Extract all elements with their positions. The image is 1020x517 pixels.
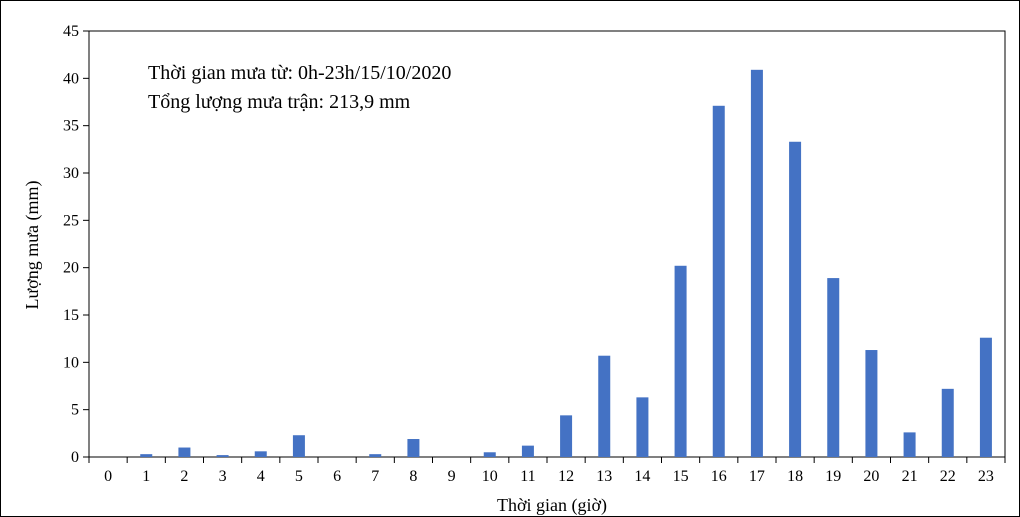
bar-hour-16: [712, 105, 725, 457]
bar-hour-22: [941, 388, 954, 457]
x-tick-label: 15: [673, 468, 689, 485]
bar-hour-7: [369, 454, 382, 457]
x-axis-label: Thời gian (giờ): [497, 495, 607, 516]
y-tick-label: 20: [63, 260, 79, 277]
y-tick-label: 15: [63, 307, 79, 324]
bar-hour-4: [254, 451, 267, 457]
x-tick-label: 2: [180, 468, 188, 485]
bar-hour-20: [865, 350, 878, 457]
y-tick-label: 40: [63, 70, 79, 87]
x-tick-label: 8: [409, 468, 417, 485]
bar-hour-2: [178, 447, 191, 457]
x-tick-label: 14: [634, 468, 650, 485]
y-tick-label: 30: [63, 165, 79, 182]
x-tick-label: 17: [749, 468, 765, 485]
x-tick-label: 13: [596, 468, 612, 485]
bar-hour-13: [598, 355, 611, 457]
y-tick-label: 5: [71, 402, 79, 419]
annotation-total: Tổng lượng mưa trận: 213,9 mm: [148, 91, 411, 113]
x-tick-label: 4: [257, 468, 265, 485]
y-tick-label: 25: [63, 212, 79, 229]
x-tick-label: 16: [711, 468, 727, 485]
bar-hour-10: [483, 452, 496, 457]
bar-hour-19: [827, 278, 840, 457]
x-tick-label: 3: [219, 468, 227, 485]
bar-hour-17: [750, 69, 763, 458]
x-tick-label: 7: [371, 468, 379, 485]
bars-group: [140, 69, 992, 458]
y-axis-label: Lượng mưa (mm): [22, 180, 43, 309]
x-tick-label: 10: [482, 468, 498, 485]
bar-hour-18: [789, 141, 802, 457]
bar-hour-23: [979, 337, 992, 457]
bar-hour-11: [521, 445, 534, 457]
bar-hour-1: [140, 454, 153, 457]
y-tick-label: 10: [63, 354, 79, 371]
y-tick-label: 45: [63, 23, 79, 40]
x-tick-label: 23: [978, 468, 994, 485]
y-tick-label: 0: [71, 449, 79, 466]
x-tick-label: 9: [448, 468, 456, 485]
x-tick-label: 0: [104, 468, 112, 485]
bar-hour-12: [560, 415, 573, 457]
y-axis: 0 5 10 15 20 25 30 35 40 45: [63, 23, 89, 466]
x-tick-label: 6: [333, 468, 341, 485]
x-tick-label: 18: [787, 468, 803, 485]
x-tick-label: 22: [940, 468, 956, 485]
y-tick-label: 35: [63, 118, 79, 135]
bar-hour-3: [216, 455, 229, 457]
x-tick-label: 20: [863, 468, 879, 485]
bar-hour-21: [903, 432, 916, 457]
x-tick-label: 12: [558, 468, 574, 485]
x-tick-label: 19: [825, 468, 841, 485]
bar-hour-15: [674, 265, 687, 457]
x-tick-label: 1: [142, 468, 150, 485]
annotation-duration: Thời gian mưa từ: 0h-23h/15/10/2020: [148, 62, 451, 84]
bar-hour-8: [407, 439, 420, 457]
bar-hour-14: [636, 397, 649, 457]
x-tick-label: 5: [295, 468, 303, 485]
x-axis: 0 1 2 3 4 5 6 7 8 9 10 11 12 13 14 15 16 17 18 19 20 21 22 23: [88, 457, 1006, 485]
bar-hour-5: [292, 435, 305, 457]
x-tick-label: 21: [902, 468, 918, 485]
x-tick-label: 11: [520, 468, 535, 485]
